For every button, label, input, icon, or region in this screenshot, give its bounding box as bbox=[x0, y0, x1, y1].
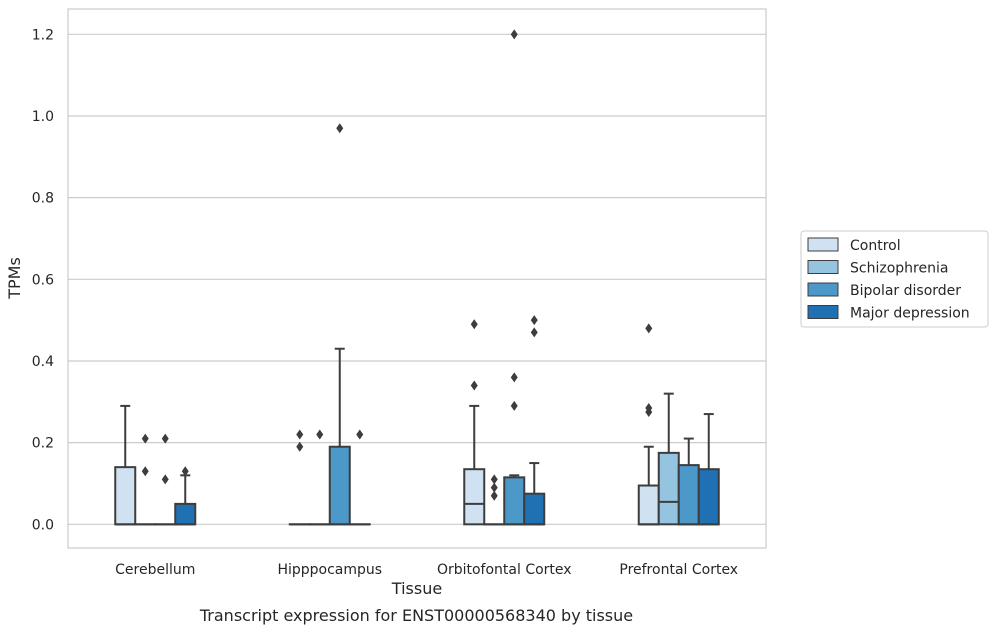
box-2-2 bbox=[503, 29, 526, 526]
outlier-point bbox=[530, 327, 538, 338]
outlier-point bbox=[510, 372, 518, 383]
outlier-point bbox=[161, 433, 169, 444]
box-1-1 bbox=[308, 429, 331, 526]
box-plot-area bbox=[114, 29, 720, 526]
x-axis-ticks: Cerebellum Hipppocampus Orbitofontal Corte… bbox=[115, 562, 738, 578]
legend-swatch bbox=[807, 305, 839, 319]
box bbox=[677, 464, 700, 526]
y-axis-ticks: 0.0 0.2 0.4 0.6 0.8 1.0 1.2 bbox=[32, 27, 54, 533]
outlier-point bbox=[510, 29, 518, 40]
legend-frame bbox=[800, 230, 989, 328]
legend-swatch bbox=[807, 237, 839, 252]
outlier-point bbox=[490, 482, 498, 493]
x-tick-label: Cerebellum bbox=[115, 562, 195, 578]
outlier-point bbox=[470, 319, 478, 330]
box bbox=[503, 476, 526, 526]
outlier-point bbox=[530, 315, 538, 326]
y-tick-label: 0.0 bbox=[32, 517, 54, 533]
legend-label: Bipolar disorder bbox=[850, 283, 961, 299]
box-2-1 bbox=[483, 474, 506, 526]
outlier-point bbox=[645, 323, 653, 334]
outlier-point bbox=[296, 429, 304, 440]
outlier-point bbox=[316, 429, 324, 440]
box-0-2 bbox=[154, 433, 177, 526]
outlier-point bbox=[141, 466, 149, 477]
outlier-point bbox=[645, 402, 653, 413]
legend-items: Control Schizophrenia Bipolar disorder Majo… bbox=[807, 237, 970, 322]
box bbox=[657, 451, 680, 526]
legend: Control Schizophrenia Bipolar disorder Majo… bbox=[800, 230, 989, 328]
legend-swatch bbox=[807, 260, 839, 274]
outlier-point bbox=[161, 474, 169, 485]
legend-label: Major depression bbox=[850, 306, 970, 322]
outlier-point bbox=[490, 490, 498, 501]
box-3-1 bbox=[657, 392, 680, 526]
box bbox=[174, 502, 197, 526]
gridlines bbox=[68, 33, 766, 525]
y-tick-label: 0.2 bbox=[32, 436, 54, 452]
y-tick-label: 0.8 bbox=[32, 191, 54, 207]
box-1-0 bbox=[288, 429, 311, 526]
x-tick-label: Prefrontal Cortex bbox=[619, 562, 738, 578]
outlier-point bbox=[510, 400, 518, 411]
box bbox=[114, 466, 137, 526]
y-axis-label: TPMs bbox=[5, 257, 24, 300]
box-0-1 bbox=[134, 433, 157, 526]
box-2-0 bbox=[463, 319, 486, 526]
box-0-0 bbox=[114, 404, 137, 526]
box-3-2 bbox=[677, 437, 700, 526]
box-1-3 bbox=[348, 429, 371, 526]
outlier-point bbox=[490, 474, 498, 485]
box-1-2 bbox=[328, 123, 351, 526]
box-3-3 bbox=[697, 413, 720, 526]
outlier-point bbox=[296, 441, 304, 452]
box bbox=[463, 468, 486, 526]
figure-caption: Transcript expression for ENST0000056834… bbox=[199, 606, 634, 625]
box-2-3 bbox=[523, 315, 546, 526]
x-axis-label: Tissue bbox=[391, 579, 442, 598]
y-tick-label: 0.4 bbox=[32, 354, 54, 370]
outlier-point bbox=[181, 466, 189, 477]
x-tick-label: Hipppocampus bbox=[277, 562, 382, 578]
box bbox=[328, 445, 351, 526]
legend-label: Control bbox=[850, 238, 901, 254]
box bbox=[697, 468, 720, 526]
x-tick-label: Orbitofontal Cortex bbox=[437, 562, 572, 578]
plot-frame bbox=[67, 8, 767, 549]
outlier-point bbox=[356, 429, 364, 440]
box bbox=[637, 484, 660, 526]
outlier-point bbox=[141, 433, 149, 444]
y-tick-label: 0.6 bbox=[32, 272, 54, 288]
y-tick-label: 1.0 bbox=[32, 109, 54, 125]
box-3-0 bbox=[637, 323, 660, 526]
outlier-point bbox=[336, 123, 344, 134]
box-0-3 bbox=[174, 466, 197, 526]
y-tick-label: 1.2 bbox=[32, 27, 54, 43]
box bbox=[523, 492, 546, 526]
legend-swatch bbox=[807, 282, 839, 297]
outlier-point bbox=[470, 380, 478, 391]
legend-label: Schizophrenia bbox=[850, 261, 948, 277]
